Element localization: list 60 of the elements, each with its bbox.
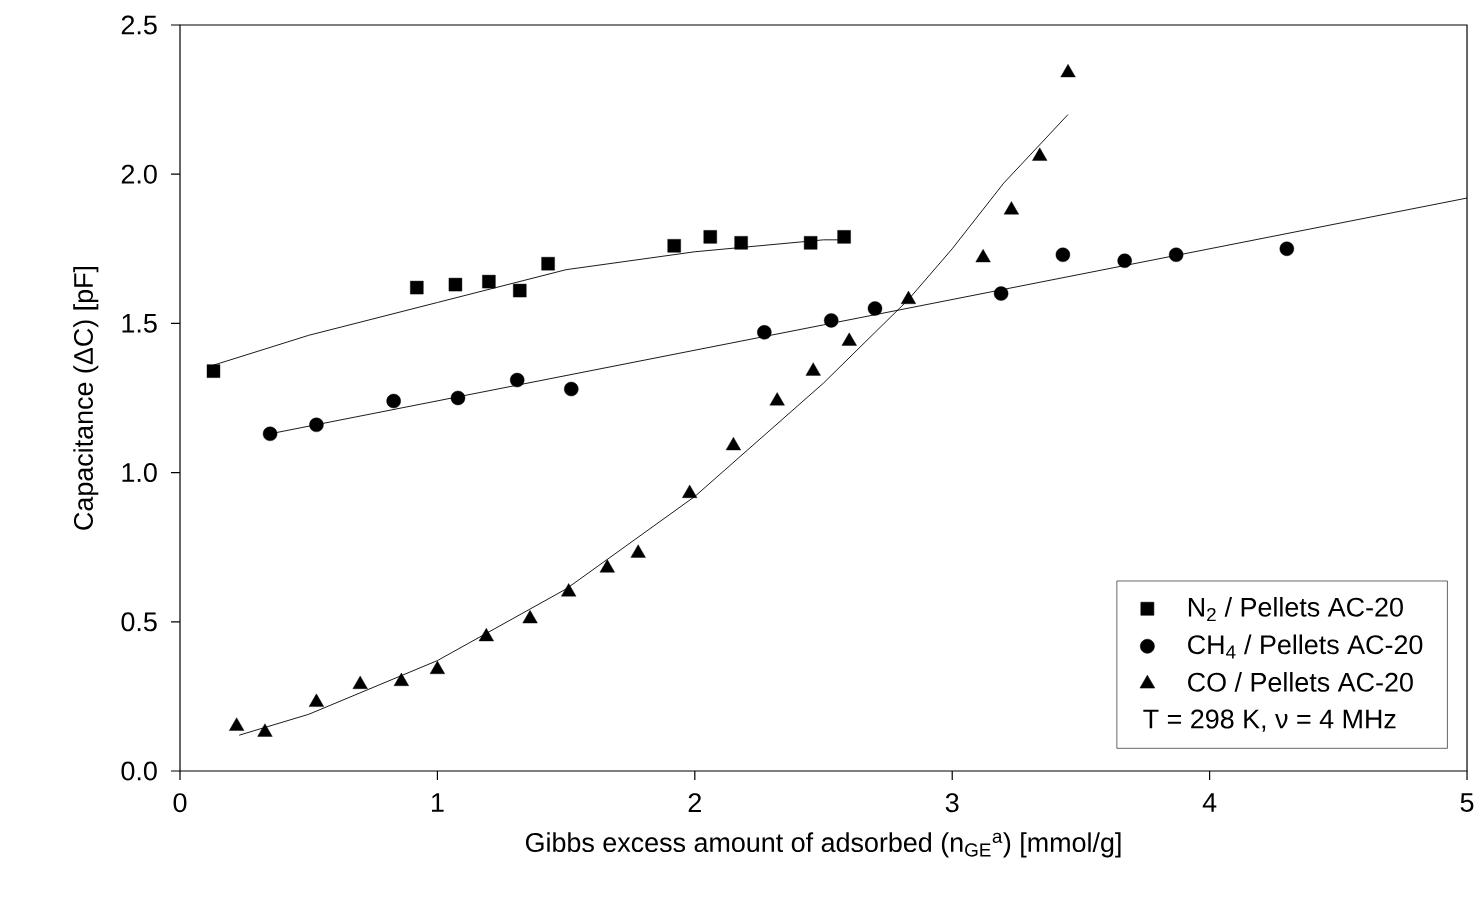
y-tick-label: 1.5	[122, 314, 157, 333]
point	[1117, 253, 1132, 268]
y-tick-label: 1.0	[122, 463, 157, 483]
point	[541, 257, 555, 271]
point	[1168, 247, 1184, 262]
point	[393, 672, 409, 686]
point	[841, 332, 857, 346]
point	[308, 693, 324, 707]
y-tick-label: 2.0	[121, 164, 157, 184]
point	[257, 723, 273, 737]
y-tick-label: 0.0	[121, 761, 157, 781]
point	[510, 372, 525, 388]
y-tick-label: 2.5	[121, 15, 157, 35]
point	[769, 392, 785, 406]
point	[482, 274, 496, 289]
point	[564, 381, 579, 397]
point	[1279, 241, 1295, 256]
point	[757, 325, 772, 340]
point	[386, 393, 401, 409]
point	[703, 230, 717, 244]
point	[599, 559, 615, 573]
point	[805, 362, 821, 376]
point	[975, 249, 991, 263]
point	[824, 313, 839, 328]
x-tick-label: 5	[1460, 793, 1474, 812]
x-tick-label: 1	[431, 793, 444, 812]
legend-label: CH$_{4}$ / Pellets AC-20	[1188, 634, 1423, 659]
point	[429, 660, 445, 674]
point	[682, 484, 698, 498]
y-axis-title: Capacitance (ΔC) [pF]	[73, 266, 99, 530]
point	[206, 364, 221, 378]
point	[667, 239, 681, 253]
annotation: T = 298 K, ν = 4 MHz	[1143, 709, 1396, 732]
legend-label: CO / Pellets AC-20	[1188, 671, 1413, 692]
point	[229, 717, 245, 731]
legend-label: N$_{2}$ / Pellets AC-20	[1188, 596, 1403, 622]
point	[993, 286, 1009, 301]
x-tick-label: 3	[945, 793, 959, 813]
point	[448, 277, 463, 292]
x-tick-label: 4	[1202, 793, 1217, 812]
point	[734, 236, 748, 250]
point	[262, 426, 278, 441]
x-axis-title: Gibbs excess amount of adsorbed (n$_{GE}$$^{a}$) [mmol/g]	[525, 832, 1121, 858]
point	[561, 583, 577, 597]
point	[309, 417, 324, 433]
point	[410, 280, 424, 295]
point	[513, 283, 527, 298]
point	[478, 628, 494, 642]
x-tick-label: 2	[688, 793, 701, 812]
point	[450, 390, 466, 406]
point	[803, 236, 818, 250]
y-tick-label: 0.5	[121, 612, 157, 632]
point	[1055, 247, 1071, 262]
point	[725, 437, 741, 451]
x-tick-label: 0	[173, 793, 187, 813]
point	[522, 610, 538, 624]
point	[837, 230, 851, 244]
point	[630, 544, 646, 558]
point	[867, 301, 883, 316]
point	[352, 675, 368, 689]
